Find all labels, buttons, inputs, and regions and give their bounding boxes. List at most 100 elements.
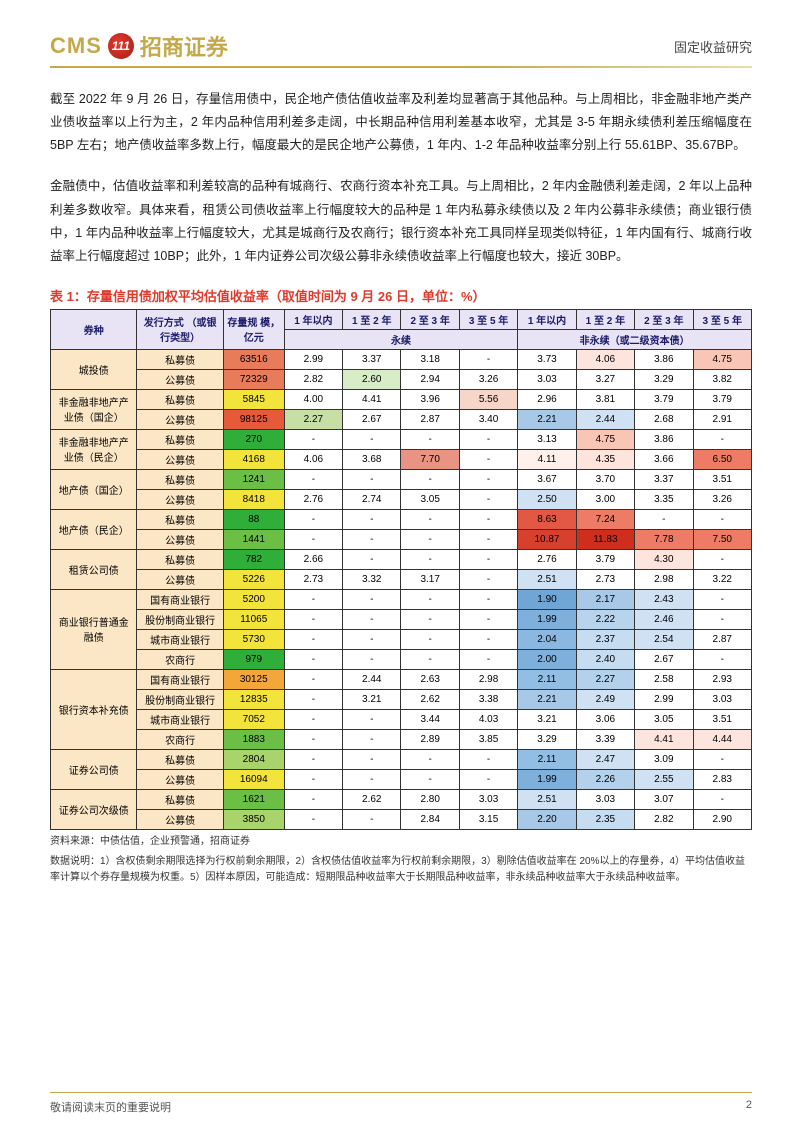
cell-ny: - bbox=[693, 649, 752, 669]
cell-ny: - bbox=[635, 509, 693, 529]
cell-ny: 3.86 bbox=[635, 429, 693, 449]
cell-yx: 2.94 bbox=[401, 369, 459, 389]
logo-icon: 111 bbox=[108, 33, 134, 59]
cell-yx: - bbox=[401, 749, 459, 769]
cell-ny: 2.47 bbox=[576, 749, 634, 769]
cell-ny: 3.66 bbox=[635, 449, 693, 469]
th-yx-1-2y: 1 至 2 年 bbox=[343, 309, 401, 329]
cell-yx: - bbox=[401, 629, 459, 649]
cell-ny: 2.50 bbox=[518, 489, 576, 509]
table-row: 农商行1883--2.893.853.293.394.414.44 bbox=[51, 729, 752, 749]
table-title-prefix: 表 1： bbox=[50, 289, 87, 304]
cell-ny: 3.39 bbox=[576, 729, 634, 749]
cell-yx: - bbox=[343, 709, 401, 729]
row-subtype: 公募债 bbox=[137, 809, 223, 829]
cell-yx: 4.41 bbox=[343, 389, 401, 409]
table-row: 非金融非地产产 业债（国企）私募债58454.004.413.965.562.9… bbox=[51, 389, 752, 409]
cell-yx: 2.80 bbox=[401, 789, 459, 809]
row-subtype: 农商行 bbox=[137, 729, 223, 749]
cell-ny: 2.55 bbox=[635, 769, 693, 789]
cell-yx: - bbox=[284, 609, 342, 629]
cell-size: 2804 bbox=[223, 749, 284, 769]
cell-ny: - bbox=[693, 789, 752, 809]
row-subtype: 私募债 bbox=[137, 389, 223, 409]
cell-yx: - bbox=[343, 629, 401, 649]
cell-yx: - bbox=[459, 509, 517, 529]
cell-yx: 3.96 bbox=[401, 389, 459, 409]
cell-ny: 2.67 bbox=[635, 649, 693, 669]
cell-yx: 2.89 bbox=[401, 729, 459, 749]
cell-yx: - bbox=[284, 809, 342, 829]
cell-yx: - bbox=[459, 769, 517, 789]
cell-yx: - bbox=[459, 569, 517, 589]
cell-yx: - bbox=[284, 789, 342, 809]
cell-yx: - bbox=[284, 509, 342, 529]
cell-ny: 2.04 bbox=[518, 629, 576, 649]
table-row: 租赁公司债私募债7822.66---2.763.794.30- bbox=[51, 549, 752, 569]
row-subtype: 城市商业银行 bbox=[137, 629, 223, 649]
table-source: 资料来源：中债估值，企业预警通，招商证券 bbox=[50, 834, 752, 850]
th-issue-type: 发行方式 （或银行类型） bbox=[137, 309, 223, 349]
table-row: 证券公司债私募债2804----2.112.473.09- bbox=[51, 749, 752, 769]
cell-size: 5730 bbox=[223, 629, 284, 649]
cell-ny: 2.20 bbox=[518, 809, 576, 829]
row-subtype: 私募债 bbox=[137, 349, 223, 369]
row-category: 证券公司债 bbox=[51, 749, 137, 789]
cell-ny: 2.90 bbox=[693, 809, 752, 829]
th-yx-1y: 1 年以内 bbox=[284, 309, 342, 329]
cell-yx: - bbox=[284, 469, 342, 489]
cell-size: 3850 bbox=[223, 809, 284, 829]
cell-ny: 3.05 bbox=[635, 709, 693, 729]
cell-ny: 3.51 bbox=[693, 469, 752, 489]
cell-yx: - bbox=[343, 729, 401, 749]
table-head: 券种 发行方式 （或银行类型） 存量规 模，亿元 1 年以内 1 至 2 年 2… bbox=[51, 309, 752, 349]
cell-ny: 3.81 bbox=[576, 389, 634, 409]
cell-ny: 2.68 bbox=[635, 409, 693, 429]
cell-yx: - bbox=[401, 769, 459, 789]
brand-logo: CMS 111 招商证券 bbox=[50, 30, 228, 62]
cell-yx: - bbox=[343, 469, 401, 489]
cell-ny: 10.87 bbox=[518, 529, 576, 549]
cell-yx: 4.00 bbox=[284, 389, 342, 409]
table-row: 公募债723292.822.602.943.263.033.273.293.82 bbox=[51, 369, 752, 389]
cell-yx: - bbox=[459, 629, 517, 649]
cell-yx: - bbox=[343, 649, 401, 669]
cell-ny: 2.11 bbox=[518, 749, 576, 769]
cell-ny: 8.63 bbox=[518, 509, 576, 529]
cell-size: 1441 bbox=[223, 529, 284, 549]
th-ny-3-5y: 3 至 5 年 bbox=[693, 309, 752, 329]
cell-size: 4168 bbox=[223, 449, 284, 469]
cell-yx: 3.26 bbox=[459, 369, 517, 389]
th-group-perpetual: 永续 bbox=[284, 329, 518, 349]
table-row: 公募债41684.063.687.70-4.114.353.666.50 bbox=[51, 449, 752, 469]
cell-size: 12835 bbox=[223, 689, 284, 709]
cell-yx: - bbox=[459, 489, 517, 509]
cell-ny: 1.99 bbox=[518, 769, 576, 789]
row-subtype: 公募债 bbox=[137, 409, 223, 429]
table-row: 公募债16094----1.992.262.552.83 bbox=[51, 769, 752, 789]
row-subtype: 私募债 bbox=[137, 509, 223, 529]
cell-ny: 4.11 bbox=[518, 449, 576, 469]
cell-yx: - bbox=[401, 589, 459, 609]
table-row: 公募债1441----10.8711.837.787.50 bbox=[51, 529, 752, 549]
cell-ny: 6.50 bbox=[693, 449, 752, 469]
cell-yx: - bbox=[459, 469, 517, 489]
cell-yx: - bbox=[284, 729, 342, 749]
row-subtype: 城市商业银行 bbox=[137, 709, 223, 729]
cell-ny: 2.40 bbox=[576, 649, 634, 669]
cell-yx: - bbox=[401, 649, 459, 669]
table-row: 城市商业银行5730----2.042.372.542.87 bbox=[51, 629, 752, 649]
doc-category: 固定收益研究 bbox=[674, 37, 752, 56]
paragraph-1: 截至 2022 年 9 月 26 日，存量信用债中，民企地产债估值收益率及利差均… bbox=[50, 88, 752, 157]
row-category: 商业银行普通金 融债 bbox=[51, 589, 137, 669]
row-category: 地产债（民企） bbox=[51, 509, 137, 549]
cell-ny: 3.51 bbox=[693, 709, 752, 729]
cell-size: 1241 bbox=[223, 469, 284, 489]
row-subtype: 国有商业银行 bbox=[137, 589, 223, 609]
cell-yx: - bbox=[459, 549, 517, 569]
cell-yx: 3.38 bbox=[459, 689, 517, 709]
cell-yx: 2.73 bbox=[284, 569, 342, 589]
cell-size: 8418 bbox=[223, 489, 284, 509]
cell-yx: - bbox=[459, 349, 517, 369]
row-subtype: 私募债 bbox=[137, 789, 223, 809]
